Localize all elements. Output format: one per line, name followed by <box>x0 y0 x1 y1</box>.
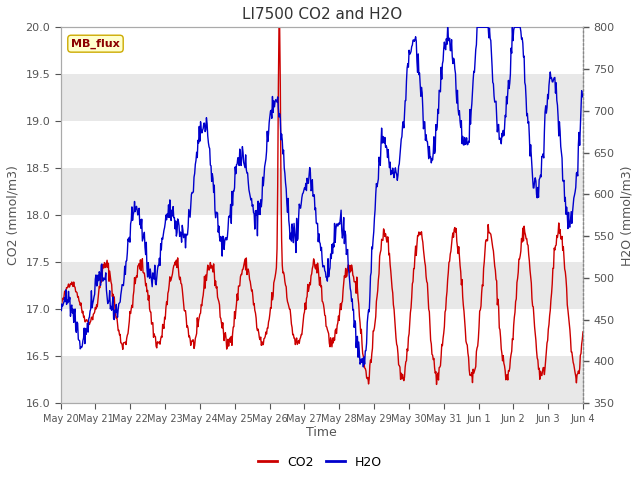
Bar <box>61 262 583 309</box>
Bar <box>61 356 583 403</box>
X-axis label: Time: Time <box>307 426 337 440</box>
Bar <box>61 74 583 121</box>
Y-axis label: CO2 (mmol/m3): CO2 (mmol/m3) <box>7 165 20 265</box>
Y-axis label: H2O (mmol/m3): H2O (mmol/m3) <box>620 165 633 265</box>
Text: MB_flux: MB_flux <box>71 38 120 49</box>
Bar <box>61 168 583 215</box>
Legend: CO2, H2O: CO2, H2O <box>253 451 387 474</box>
Title: LI7500 CO2 and H2O: LI7500 CO2 and H2O <box>242 7 402 22</box>
